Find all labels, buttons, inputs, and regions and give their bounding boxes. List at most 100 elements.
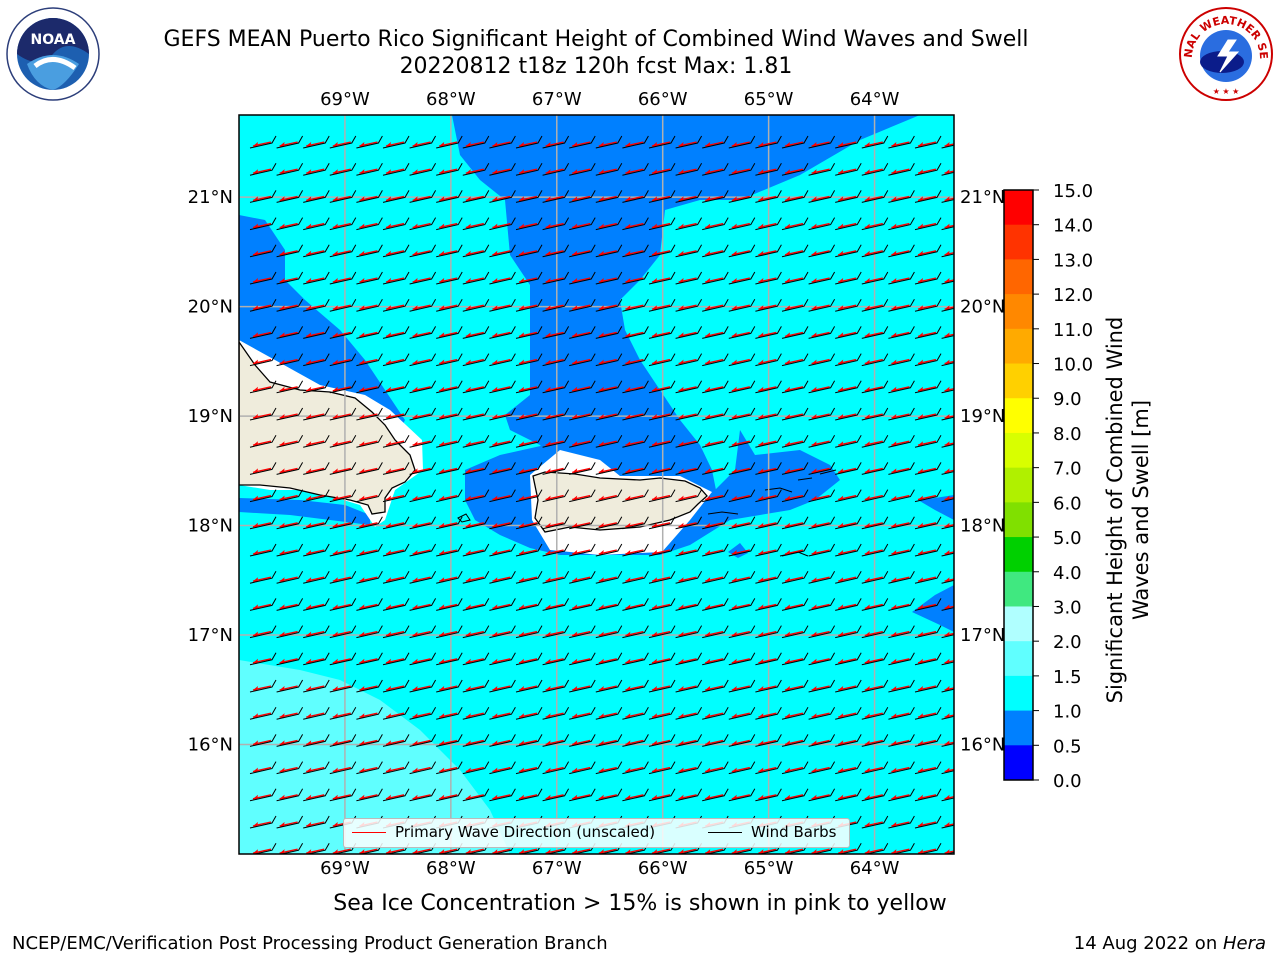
wave-arrow-head [625,740,631,746]
wave-arrow-head [306,631,312,637]
wind-barb [941,525,954,530]
wind-barb [755,353,782,367]
wave-arrow-head [492,794,498,800]
wave-arrow-head [492,713,498,719]
wave-arrow-head [279,631,285,637]
wind-barb [276,489,304,503]
wind-barb [489,434,516,448]
wind-barb [888,407,915,421]
wind-barb [861,380,889,394]
wave-arrow-head [864,468,870,474]
wave-arrow-head [678,849,684,854]
wave-arrow-head [465,767,471,773]
north-blue-region [452,115,920,545]
wind-barb [489,625,516,639]
wind-barb [276,244,304,258]
wave-arrow-head [519,250,524,256]
wave-arrow-head [838,441,844,447]
wave-arrow-head [678,713,684,719]
wind-barb [249,598,277,611]
wind-barb [861,298,889,312]
wave-arrow-head [678,767,684,773]
wind-barb [303,570,330,584]
wave-arrow-head [439,740,445,746]
wave-arrow-head [598,386,604,392]
wind-barb [941,335,954,339]
wave-arrow-head [359,223,365,229]
wave-arrow-head [838,468,844,474]
wave-arrow-head [864,577,870,583]
colorbar-tick-label: 4.0 [1053,563,1082,584]
wind-barb [755,135,782,149]
wind-barb [888,244,915,258]
wind-barb [941,471,954,475]
wave-arrow-head [758,386,764,392]
wind-barb [303,543,330,557]
wind-barb [755,217,782,231]
wave-arrow-head [758,631,764,637]
wind-barb [808,734,836,747]
wind-barb [808,652,836,666]
wave-arrow-head [572,604,578,610]
wave-arrow-head [811,495,817,501]
wind-barb [382,516,410,530]
wind-barb [276,598,304,611]
wave-arrow-head [838,522,844,528]
wave-arrow-head [785,441,790,447]
wind-barb [914,679,942,693]
wind-barb [835,543,862,557]
wave-arrow-head [279,604,285,610]
colorbar-tick-label: 3.0 [1053,597,1082,618]
wind-barb [409,788,437,802]
wave-arrow-head [705,495,711,501]
wave-arrow-head [918,794,923,800]
wave-arrow-head [731,794,737,800]
wind-barb [382,271,410,285]
wave-arrow-head [306,495,312,501]
wave-arrow-head [598,278,604,283]
wind-barb [888,434,915,448]
wave-arrow-head [332,658,338,664]
wind-barb [462,217,490,231]
wave-arrow-head [545,441,551,447]
wave-arrow-head [652,332,657,338]
wind-barb [462,516,490,530]
wind-barb [276,706,304,720]
wave-arrow-head [519,767,524,773]
wave-arrow-head [306,386,312,392]
wind-barb [835,244,862,258]
wind-barb [888,489,915,503]
wave-arrow-head [492,686,498,691]
wind-barb [702,652,729,666]
wave-arrow-head [519,359,524,365]
wind-barb [329,734,357,747]
wind-barb [356,380,383,394]
wave-arrow-head [545,332,551,338]
wind-barb [622,679,649,693]
wind-barb [808,462,836,475]
wave-arrow-head [332,631,338,637]
wave-arrow-head [492,468,498,474]
wind-barb [542,434,570,448]
wave-arrow-head [386,169,391,175]
wind-barb [356,217,383,231]
wave-arrow-head [465,278,471,283]
wave-arrow-head [731,278,737,283]
wave-arrow-head [652,305,657,311]
wind-barb [276,570,304,584]
wind-barb [303,652,330,666]
wind-barb [356,353,383,367]
colorbar-tick-label: 1.5 [1053,667,1082,688]
wave-arrow-head [359,631,365,637]
wind-barb [329,244,357,258]
wind-barb [622,298,649,312]
wave-arrow-head [519,550,524,555]
wave-arrow-head [332,794,338,800]
wind-barb [728,326,756,339]
wind-barb [702,489,729,503]
wind-barb [249,162,277,176]
wind-barb [755,271,782,285]
wave-arrow-head [279,196,285,202]
wind-barb [329,788,357,802]
wave-arrow-head [386,441,391,447]
